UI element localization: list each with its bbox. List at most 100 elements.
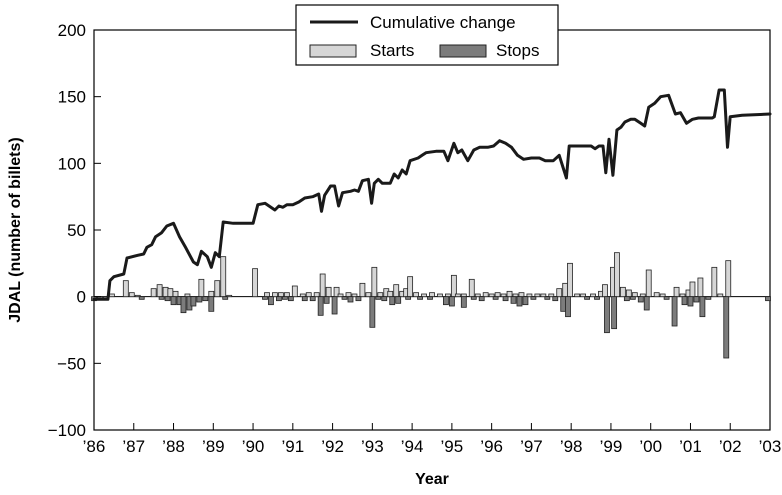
stops-bar	[643, 296, 650, 311]
stops-bar	[460, 296, 467, 308]
x-tick-label: ’87	[122, 437, 145, 456]
starts-bar	[393, 284, 400, 298]
x-tick-label: ’02	[719, 437, 742, 456]
starts-bar	[614, 252, 620, 298]
stops-bar	[208, 296, 215, 312]
stops-bar	[417, 296, 423, 300]
x-tick-label: ’88	[162, 437, 185, 456]
starts-bar	[474, 293, 481, 298]
legend-starts-swatch	[309, 44, 357, 58]
stops-bar	[164, 296, 171, 302]
y-tick-label: −50	[57, 354, 86, 373]
starts-bar	[673, 286, 680, 298]
starts-bar	[468, 278, 475, 298]
stops-bar	[723, 296, 730, 359]
x-tick-label: ’86	[83, 437, 106, 456]
stops-bar	[510, 296, 517, 304]
stops-bar	[530, 296, 537, 300]
stops-bar	[190, 296, 197, 307]
stops-bar	[693, 296, 700, 303]
y-tick-label: 50	[67, 221, 86, 240]
starts-bar	[689, 281, 696, 298]
stops-bar	[222, 296, 229, 300]
stops-bar	[544, 296, 551, 300]
legend-stops-label: Stops	[496, 41, 539, 60]
x-tick-label: ’91	[281, 437, 304, 456]
starts-bar	[488, 293, 495, 298]
stops-bar	[405, 296, 412, 300]
stops-bar	[395, 296, 402, 304]
x-tick-label: ’92	[321, 437, 344, 456]
starts-bar	[150, 288, 157, 298]
stops-bar	[180, 296, 187, 314]
starts-bar	[429, 292, 435, 298]
starts-bar	[162, 286, 169, 298]
starts-bar	[365, 292, 372, 298]
y-axis-title: JDAL (number of billets)	[7, 137, 24, 323]
starts-bar	[272, 292, 278, 298]
starts-bar	[625, 289, 632, 298]
starts-bar	[413, 292, 419, 298]
starts-bar	[454, 293, 461, 298]
stops-bar	[611, 296, 618, 330]
stops-bar	[502, 296, 509, 302]
starts-bar	[619, 286, 626, 298]
stops-bar	[381, 296, 388, 302]
starts-bar	[556, 288, 563, 298]
legend-starts-label: Starts	[370, 41, 414, 60]
starts-bar	[264, 292, 270, 298]
stops-bar	[309, 296, 316, 302]
starts-bar	[711, 266, 718, 298]
stops-bar	[522, 296, 529, 306]
starts-bar	[305, 292, 312, 298]
starts-bar	[108, 293, 115, 298]
starts-bar	[659, 293, 666, 298]
starts-bar	[518, 292, 525, 298]
x-tick-label: ’03	[759, 437, 782, 456]
stops-bar	[699, 296, 706, 318]
stops-bar	[317, 296, 324, 316]
stops-bar	[629, 296, 636, 300]
stops-bar	[470, 296, 477, 300]
x-tick-label: ’94	[401, 437, 424, 456]
stops-bar	[705, 296, 712, 300]
starts-bar	[725, 260, 732, 298]
x-tick-label: ’97	[520, 437, 543, 456]
starts-bar	[156, 284, 163, 298]
starts-bar	[631, 292, 638, 298]
x-axis-title: Year	[415, 471, 449, 488]
stops-bar	[671, 296, 678, 327]
starts-bar	[172, 290, 179, 298]
stops-bar	[687, 296, 694, 307]
starts-bar	[387, 290, 394, 298]
x-axis: ’86 ’87 ’88 ’89 ’90 ’91 ’92 ’93 ’94 ’95 ’96 ’97 ’98 ’…	[83, 423, 782, 456]
stops-bar	[323, 296, 330, 304]
starts-bar	[345, 292, 352, 298]
bars-layer	[91, 252, 771, 359]
legend-stops-swatch	[439, 44, 487, 58]
stops-bar	[341, 296, 348, 300]
stops-bar	[427, 296, 433, 300]
starts-bar	[122, 280, 129, 298]
starts-bar	[337, 293, 344, 298]
x-tick-label: ’95	[441, 437, 464, 456]
starts-bar	[653, 292, 660, 298]
stops-bar	[281, 296, 288, 300]
starts-bar	[277, 292, 284, 298]
stops-bar	[202, 296, 209, 302]
starts-bar	[437, 293, 443, 298]
starts-bar	[717, 293, 724, 298]
stops-bar	[170, 296, 177, 306]
x-tick-label: ’00	[639, 437, 662, 456]
starts-bar	[460, 293, 467, 298]
starts-bar	[198, 278, 205, 298]
legend-cumulative-label: Cumulative change	[370, 13, 516, 32]
stops-bar	[158, 296, 165, 300]
stops-bar	[276, 296, 282, 302]
starts-bar	[377, 292, 384, 298]
x-tick-label: ’01	[679, 437, 702, 456]
starts-bar	[407, 276, 414, 298]
starts-bar	[220, 256, 227, 298]
stops-bar	[492, 296, 499, 300]
stops-bar	[138, 296, 145, 300]
